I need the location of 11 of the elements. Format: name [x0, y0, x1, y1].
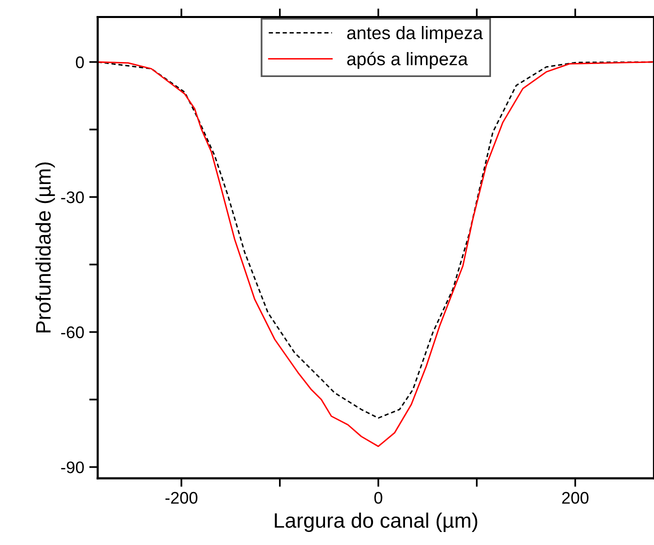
x-axis-title: Largura do canal (µm) [274, 512, 478, 532]
legend-label: antes da limpeza [347, 26, 483, 43]
y-tick-label: -30 [61, 191, 84, 204]
x-tick-label: -200 [165, 492, 198, 504]
y-tick-label: 0 [76, 56, 84, 68]
y-axis-title: Profundidade (µm) [35, 162, 55, 332]
y-tick-label: -90 [61, 461, 84, 474]
y-tick-label: -60 [61, 326, 84, 338]
legend-label: após a limpeza [347, 52, 468, 69]
x-tick-label: 200 [562, 492, 588, 504]
x-tick-label: 0 [374, 492, 382, 504]
